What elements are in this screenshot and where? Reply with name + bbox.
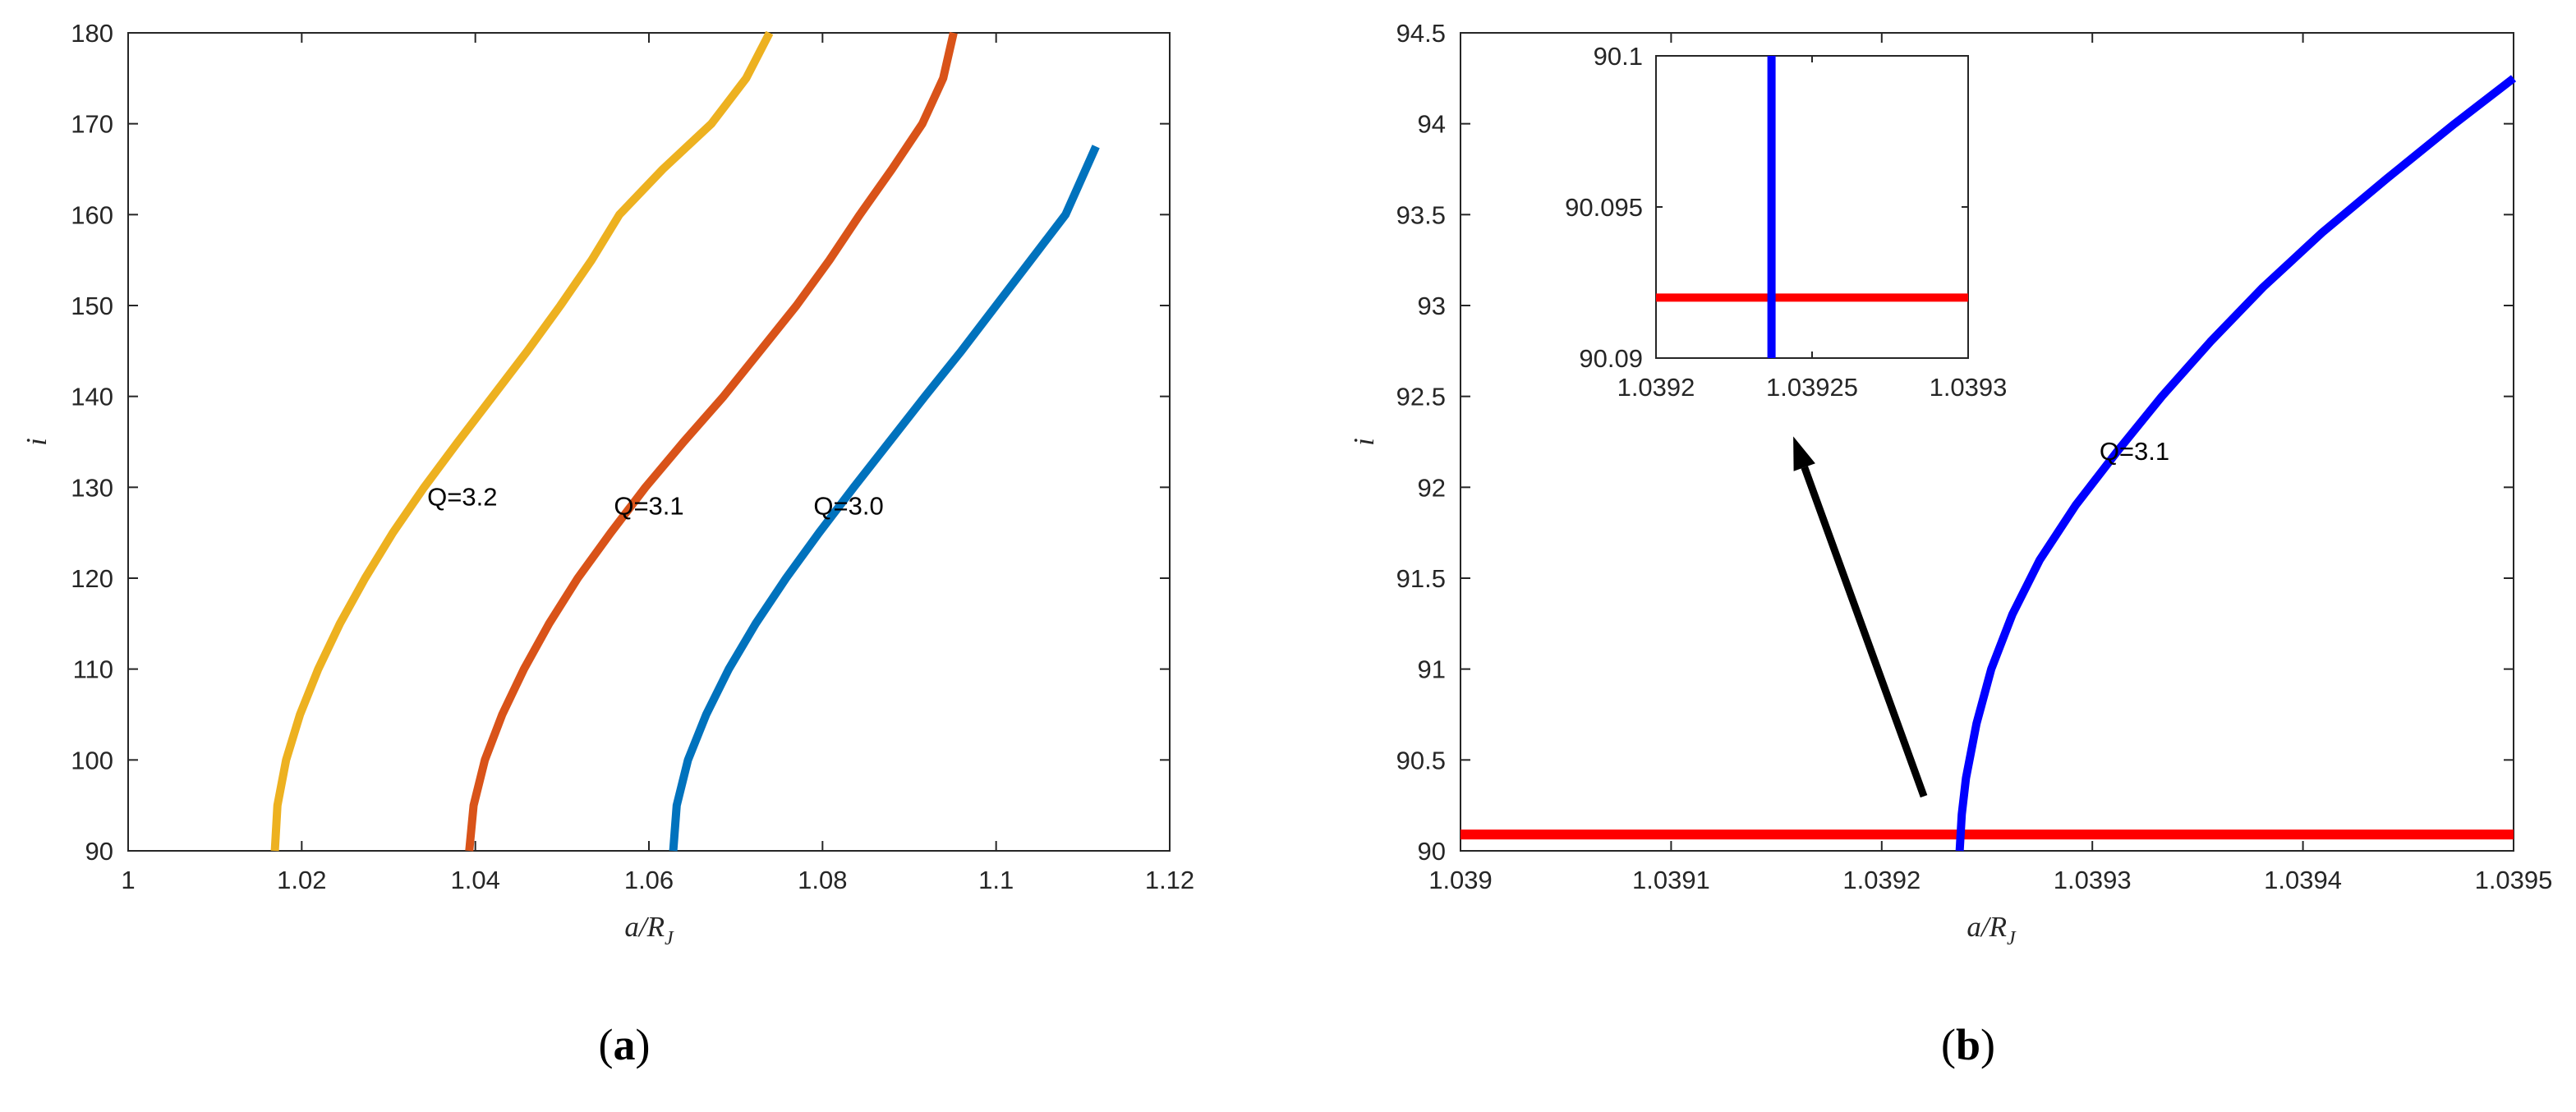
x-tick-label: 1.12 <box>1145 866 1194 894</box>
x-tick-label: 1.0393 <box>2054 866 2132 894</box>
x-axis-label-subscript: J <box>2007 928 2017 949</box>
x-tick-label: 1.039 <box>1428 866 1493 894</box>
inset-frame <box>1655 55 1969 359</box>
arrow-shaft <box>1801 466 1928 798</box>
inset-x-tick-label: 1.0393 <box>1930 373 2008 402</box>
y-tick-label: 90 <box>1418 837 1446 866</box>
series-label: Q=3.1 <box>614 492 683 521</box>
y-tick-label: 160 <box>71 200 113 229</box>
inset-y-tick-label: 90.09 <box>1579 344 1643 373</box>
y-tick-label: 94 <box>1418 110 1446 139</box>
inset-chart: 1.0392 1.03925 1.0393 90.09 90.095 90.1 <box>1565 42 2007 402</box>
panel-label: (a) <box>599 1020 651 1069</box>
y-tick-label: 94.5 <box>1396 19 1446 48</box>
y-tick-label: 100 <box>71 746 113 774</box>
x-tick-label: 1.1 <box>978 866 1014 894</box>
y-axis-label: i <box>21 438 53 446</box>
x-tick-label: 1.0392 <box>1842 866 1920 894</box>
panel-label-open: ( <box>599 1020 614 1069</box>
y-tick-label: 110 <box>73 655 113 684</box>
x-axis-label: a/RJ <box>624 911 674 949</box>
y-axis-label: i <box>1348 438 1380 446</box>
y-tick-label: 140 <box>71 383 113 411</box>
y-tick-label: 90 <box>85 837 113 866</box>
x-tick-label: 1.06 <box>624 866 674 894</box>
x-tick-label: 1.08 <box>798 866 847 894</box>
x-tick-label: 1 <box>121 866 135 894</box>
plot-frame <box>1460 32 2514 852</box>
series-line <box>669 145 1100 852</box>
chart-a: 1 1.02 1.04 1.06 1.08 1.1 1.12 90 100 110 120 130 14… <box>21 19 1194 1069</box>
x-axis-label-main: a/R <box>1966 911 2007 943</box>
series-line <box>465 31 958 852</box>
panel-label-close: ) <box>1980 1020 1995 1069</box>
series-label: Q=3.0 <box>813 492 883 521</box>
y-tick-label: 92 <box>1418 473 1446 502</box>
panel-label-close: ) <box>636 1020 651 1069</box>
panel-label-open: ( <box>1941 1020 1956 1069</box>
inset-y-tick-label: 90.095 <box>1565 193 1643 222</box>
x-axis-label-main: a/R <box>624 911 665 943</box>
chart-b: 1.039 1.0391 1.0392 1.0393 1.0394 1.0395 90 90.… <box>1348 19 2552 1069</box>
panel-label: (b) <box>1941 1020 1995 1069</box>
panel-label-letter: a <box>614 1020 636 1069</box>
x-tick-label: 1.02 <box>277 866 326 894</box>
x-tick-label: 1.0394 <box>2264 866 2342 894</box>
plot-frame <box>127 32 1171 852</box>
x-tick-label: 1.0391 <box>1632 866 1710 894</box>
x-tick-label: 1.04 <box>450 866 499 894</box>
y-tick-label: 180 <box>71 19 113 48</box>
series-label: Q=3.1 <box>2100 437 2169 466</box>
x-tick-label: 1.0395 <box>2475 866 2553 894</box>
y-tick-label: 120 <box>71 564 113 593</box>
series-line <box>1955 75 2517 852</box>
y-tick-label: 170 <box>71 110 113 139</box>
panel-label-letter: b <box>1956 1020 1980 1069</box>
x-axis-label: a/RJ <box>1966 911 2017 949</box>
y-tick-label: 93 <box>1418 292 1446 320</box>
y-tick-label: 92.5 <box>1396 383 1446 411</box>
y-tick-label: 150 <box>71 292 113 320</box>
y-tick-label: 93.5 <box>1396 200 1446 229</box>
series-label: Q=3.2 <box>427 482 497 511</box>
arrow-head <box>1793 436 1815 471</box>
inset-x-tick-label: 1.03925 <box>1766 373 1858 402</box>
y-tick-label: 91 <box>1418 655 1446 684</box>
y-tick-label: 90.5 <box>1396 746 1446 774</box>
y-tick-label: 91.5 <box>1396 564 1446 593</box>
y-tick-label: 130 <box>71 473 113 502</box>
inset-x-tick-label: 1.0392 <box>1617 373 1695 402</box>
series-line <box>270 30 774 852</box>
x-axis-label-subscript: J <box>665 928 674 949</box>
inset-y-tick-label: 90.1 <box>1594 42 1643 71</box>
